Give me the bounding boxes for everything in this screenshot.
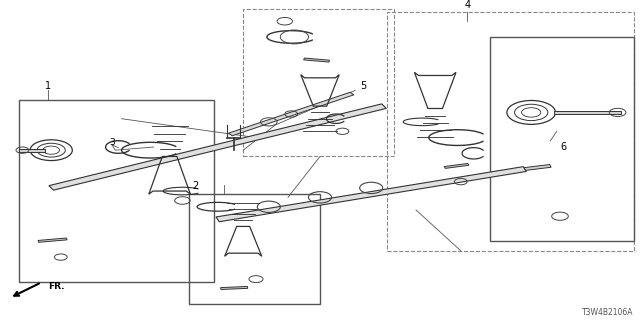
- Bar: [19, 100, 214, 282]
- Bar: [490, 37, 634, 241]
- Text: 3: 3: [109, 138, 115, 147]
- Text: 1: 1: [45, 81, 51, 91]
- Bar: [243, 9, 394, 156]
- Text: 6: 6: [560, 142, 566, 152]
- Polygon shape: [444, 164, 468, 168]
- Text: 5: 5: [360, 81, 367, 91]
- Polygon shape: [554, 111, 621, 114]
- Polygon shape: [49, 104, 387, 190]
- Polygon shape: [228, 92, 354, 136]
- Text: 4: 4: [464, 0, 470, 10]
- Polygon shape: [19, 149, 45, 152]
- Polygon shape: [216, 167, 527, 222]
- Polygon shape: [303, 58, 330, 62]
- Text: 2: 2: [192, 181, 198, 191]
- Polygon shape: [221, 286, 248, 290]
- Polygon shape: [38, 238, 67, 242]
- Bar: [189, 194, 320, 304]
- Polygon shape: [524, 164, 551, 171]
- Text: T3W4B2106A: T3W4B2106A: [582, 308, 634, 317]
- Bar: [387, 12, 634, 251]
- Text: FR.: FR.: [48, 283, 65, 292]
